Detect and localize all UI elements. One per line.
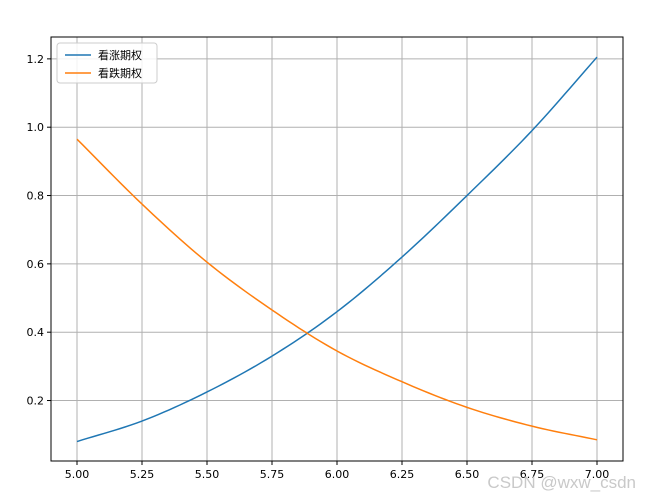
series-line-1 bbox=[76, 56, 598, 443]
x-tick-label: 5.25 bbox=[130, 468, 155, 481]
x-tick-label: 6.75 bbox=[520, 468, 545, 481]
y-tick-label: 0.8 bbox=[27, 190, 45, 203]
x-tick-label: 5.50 bbox=[195, 468, 220, 481]
watermark: CSDN @wxw_csdn bbox=[487, 473, 636, 492]
y-tick-label: 0.6 bbox=[27, 258, 45, 271]
y-tick-label: 1.2 bbox=[27, 53, 45, 66]
legend-label: 看涨期权 bbox=[98, 48, 142, 62]
x-tick-label: 5.00 bbox=[65, 468, 90, 481]
x-tick-label: 6.00 bbox=[325, 468, 350, 481]
x-tick-label: 7.00 bbox=[585, 468, 610, 481]
axis-ticks: 5.00 5.25 5.50 5.75 6.00 6.25 6.50 6.75 7.00 0.2 0… bbox=[27, 53, 610, 481]
x-tick-label: 5.75 bbox=[260, 468, 285, 481]
series-line-2 bbox=[76, 138, 598, 441]
x-tick-label: 6.25 bbox=[390, 468, 415, 481]
y-tick-label: 1.0 bbox=[27, 121, 45, 134]
y-tick-label: 0.2 bbox=[27, 395, 45, 408]
x-tick-label: 6.50 bbox=[455, 468, 480, 481]
y-tick-label: 0.4 bbox=[27, 326, 45, 339]
legend-label: 看跌期权 bbox=[98, 66, 142, 80]
series-lines bbox=[76, 56, 598, 443]
grid bbox=[51, 37, 623, 461]
